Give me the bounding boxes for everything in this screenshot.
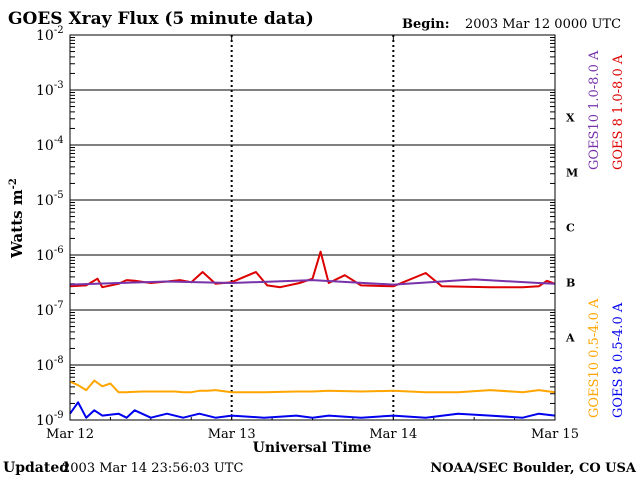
x-tick-label: Mar 14	[369, 427, 417, 442]
plot-frame	[69, 34, 556, 421]
x-tick-label: Mar 12	[46, 427, 94, 442]
y-tick-label: 10-4	[36, 135, 64, 154]
y-axis-label-exponent: -2	[8, 178, 19, 189]
y-tick-exponent: -6	[54, 245, 64, 256]
chart-title: GOES Xray Flux (5 minute data)	[8, 9, 314, 29]
updated-label: Updated	[3, 460, 69, 476]
y-tick-exponent: -4	[54, 135, 64, 146]
y-axis-label-text: Watts m	[8, 189, 26, 259]
flare-class-labels: X M C B A	[565, 112, 578, 345]
legend: GOES10 1.0-8.0 A GOES 8 1.0-8.0 A GOES10 0…	[587, 50, 626, 418]
y-tick-exponent: -3	[54, 80, 64, 91]
y-tick-exponent: -5	[54, 190, 64, 201]
y-tick-label: 10-3	[36, 80, 64, 99]
x-tick-label: Mar 15	[531, 427, 579, 442]
x-axis-label: Universal Time	[253, 440, 372, 456]
grid-layer	[69, 34, 556, 421]
y-tick-label: 10-9	[36, 410, 64, 429]
x-tick-label: Mar 13	[208, 427, 256, 442]
y-tick-exponent: -9	[54, 410, 64, 421]
y-tick-label: 10-5	[36, 190, 64, 209]
y-tick-base: 10	[36, 83, 54, 99]
y-tick-base: 10	[36, 28, 54, 44]
y-tick-exponent: -2	[54, 25, 64, 36]
flare-class-label: C	[566, 222, 575, 235]
y-tick-exponent: -8	[54, 355, 64, 366]
y-tick-base: 10	[36, 138, 54, 154]
begin-value: 2003 Mar 12 0000 UTC	[465, 17, 621, 32]
y-tick-base: 10	[36, 358, 54, 374]
credit-text: NOAA/SEC Boulder, CO USA	[430, 461, 637, 476]
flare-class-label: B	[566, 277, 575, 290]
legend-entry: GOES 8 0.5-4.0 A	[611, 302, 626, 418]
updated-value: 2003 Mar 14 23:56:03 UTC	[62, 461, 243, 476]
y-tick-base: 10	[36, 248, 54, 264]
y-tick-label: 10-6	[36, 245, 64, 264]
legend-entry: GOES10 0.5-4.0 A	[587, 298, 602, 418]
y-tick-exponent: -7	[54, 300, 64, 311]
flare-class-label: X	[566, 112, 575, 125]
y-tick-base: 10	[36, 193, 54, 209]
series-line	[69, 278, 556, 286]
begin-label: Begin:	[402, 17, 450, 32]
series-line	[69, 379, 556, 394]
y-tick-labels: 10-210-310-410-510-610-710-810-9	[36, 25, 64, 429]
series-line	[69, 250, 556, 289]
series-layer	[69, 250, 556, 419]
y-axis-label: Watts m-2	[8, 178, 26, 259]
legend-entry: GOES 8 1.0-8.0 A	[611, 54, 626, 170]
y-tick-base: 10	[36, 303, 54, 319]
y-tick-label: 10-8	[36, 355, 64, 374]
y-tick-base: 10	[36, 413, 54, 429]
legend-entry: GOES10 1.0-8.0 A	[587, 50, 602, 170]
y-tick-label: 10-2	[36, 25, 64, 44]
y-tick-label: 10-7	[36, 300, 64, 319]
series-line	[69, 401, 556, 419]
flare-class-label: M	[566, 167, 578, 180]
flare-class-label: A	[565, 332, 575, 345]
x-tick-labels: Mar 12 Mar 13 Mar 14 Mar 15	[46, 427, 579, 442]
